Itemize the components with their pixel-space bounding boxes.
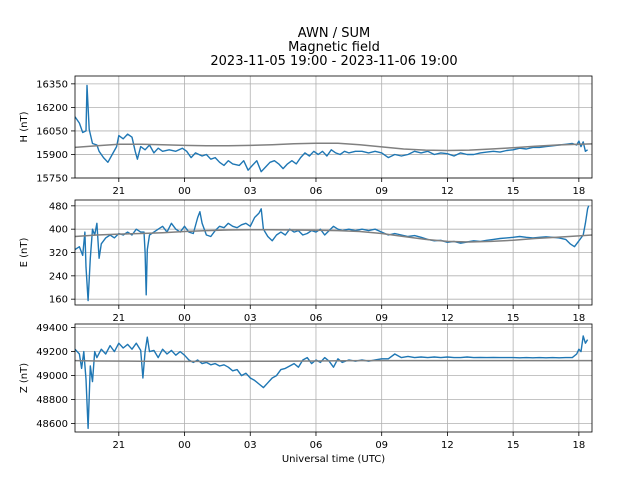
e-ytick-label-1: 240 [49,271,68,282]
z-ytick-label-1: 48800 [36,395,68,406]
z-xtick-label-2: 03 [244,440,257,451]
h-ytick-label-4: 16350 [36,79,68,90]
z-xtick-label-5: 12 [441,440,454,451]
e-series-group [75,205,592,302]
title-station: AWN / SUM [298,26,370,41]
e-xtick-label-3: 06 [310,313,323,324]
e-ytick-label-0: 160 [49,295,68,306]
e-ylabel: E (nT) [19,238,30,268]
z-xtick-label-0: 21 [112,440,125,451]
e-baseline-line [75,229,592,243]
h-xtick-label-0: 21 [112,186,125,197]
e-xtick-label-4: 09 [375,313,388,324]
z-ylabel: Z (nT) [19,363,30,393]
z-ytick-label-3: 49200 [36,347,68,358]
e-xtick-label-6: 15 [507,313,520,324]
h-xtick-label-2: 03 [244,186,257,197]
h-xtick-label-7: 18 [572,186,585,197]
e-ytick-label-4: 480 [49,201,68,212]
z-xtick-label-4: 09 [375,440,388,451]
h-measured-line [75,84,588,173]
e-xtick-label-0: 21 [112,313,125,324]
z-xlabel: Universal time (UTC) [282,454,385,465]
z-xtick-label-3: 06 [310,440,323,451]
h-series-group [75,84,592,173]
e-xtick-label-1: 00 [178,313,191,324]
h-xtick-label-1: 00 [178,186,191,197]
h-baseline-line [75,142,592,152]
title-quantity: Magnetic field [288,40,380,55]
e-xtick-label-2: 03 [244,313,257,324]
h-xtick-label-3: 06 [310,186,323,197]
e-xtick-label-7: 18 [572,313,585,324]
e-panel: 160 240 320 400 480 21 00 03 06 09 12 15 18 E (nT) [19,199,593,324]
h-ytick-label-0: 15750 [36,174,68,185]
h-ylabel: H (nT) [19,111,30,142]
h-xtick-label-4: 09 [375,186,388,197]
z-xtick-label-7: 18 [572,440,585,451]
h-panel: 15750 15900 16050 16200 16350 21 00 03 06 09 12 15 1… [19,75,593,197]
h-xtick-label-6: 15 [507,186,520,197]
z-baseline-line [75,359,592,363]
e-ytick-label-3: 400 [49,225,68,236]
z-series-group [75,335,592,430]
z-ytick-label-0: 48600 [36,419,68,430]
z-ytick-label-2: 49000 [36,371,68,382]
z-panel: 48600 48800 49000 49200 49400 21 00 03 06 09 12 15 1… [19,323,593,465]
z-axes-frame [74,323,593,433]
h-ytick-label-2: 16050 [36,126,68,137]
z-xtick-label-6: 15 [507,440,520,451]
h-axes-frame [74,75,593,179]
h-ytick-label-1: 15900 [36,150,68,161]
z-measured-line [75,335,589,430]
title-time-range: 2023-11-05 19:00 - 2023-11-06 19:00 [210,54,457,69]
e-xtick-label-5: 12 [441,313,454,324]
h-ytick-label-3: 16200 [36,103,68,114]
h-xtick-label-5: 12 [441,186,454,197]
z-xtick-label-1: 00 [178,440,191,451]
e-measured-line [75,205,590,302]
e-ytick-label-2: 320 [49,248,68,259]
z-ytick-label-4: 49400 [36,323,68,334]
